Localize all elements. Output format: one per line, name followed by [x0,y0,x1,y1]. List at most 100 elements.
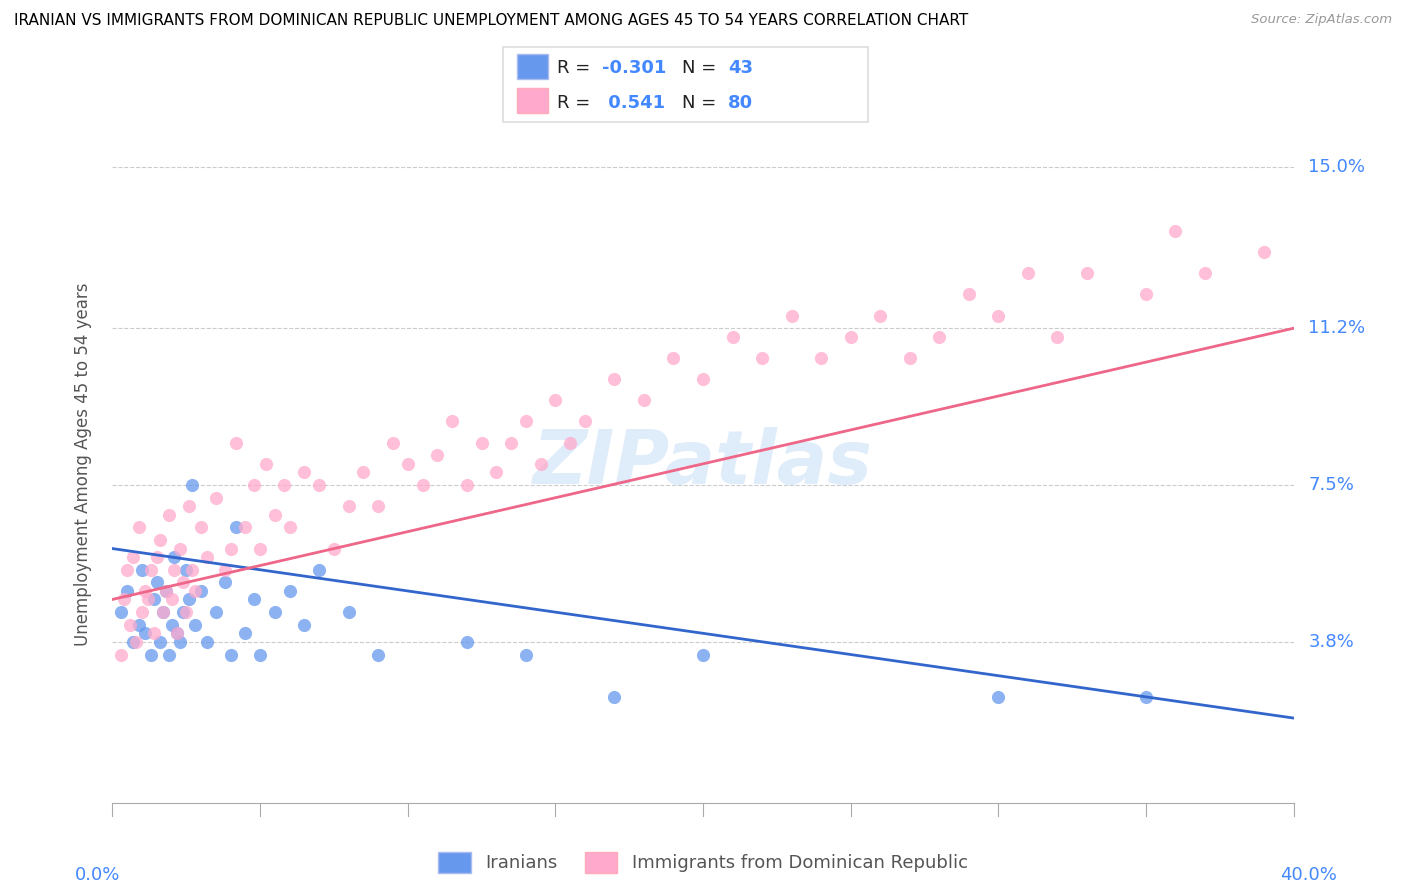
Point [382,435,405,450]
Point [181,563,204,577]
Point [1135,287,1157,301]
Point [1076,266,1098,280]
Point [160,617,183,632]
Point [574,414,596,429]
Text: N =: N = [682,94,721,112]
Text: Source: ZipAtlas.com: Source: ZipAtlas.com [1251,13,1392,27]
Text: 15.0%: 15.0% [1308,158,1365,177]
Point [155,583,177,598]
Point [254,457,277,471]
Point [662,351,685,365]
Point [172,605,194,619]
Point [869,309,891,323]
Text: 80: 80 [728,94,754,112]
Point [603,372,626,386]
Point [308,563,330,577]
Point [1135,690,1157,704]
Point [181,478,204,492]
Text: -0.301: -0.301 [602,60,666,78]
Text: 0.0%: 0.0% [75,866,121,884]
Point [544,393,567,408]
Point [149,635,172,649]
Point [146,575,169,590]
Point [174,563,197,577]
Point [152,605,174,619]
Point [219,541,242,556]
Point [367,648,389,662]
Point [174,605,197,619]
Point [128,617,150,632]
Point [160,592,183,607]
Point [139,648,162,662]
Point [157,508,180,522]
Point [426,449,449,463]
Point [898,351,921,365]
Point [470,435,494,450]
Point [205,605,228,619]
Point [195,549,218,565]
Point [721,330,744,344]
Text: 3.8%: 3.8% [1308,632,1354,651]
Point [529,457,551,471]
Point [780,309,803,323]
Point [120,617,142,632]
Point [412,478,434,492]
Point [501,435,523,450]
Text: N =: N = [682,60,721,78]
Point [125,635,148,649]
Point [278,583,301,598]
Point [184,583,207,598]
Point [131,563,153,577]
Point [110,605,132,619]
Text: 7.5%: 7.5% [1308,476,1354,494]
Point [163,549,186,565]
Point [633,393,655,408]
Point [190,520,212,534]
Text: R =: R = [557,60,596,78]
Text: 0.541: 0.541 [602,94,665,112]
Point [396,457,419,471]
Point [249,541,271,556]
Point [134,626,156,640]
Point [485,466,508,480]
Text: 11.2%: 11.2% [1308,319,1365,337]
Point [214,563,236,577]
Point [337,500,360,514]
Point [456,478,478,492]
Point [441,414,464,429]
Point [136,592,159,607]
Point [179,592,201,607]
Point [169,635,191,649]
Point [233,626,256,640]
Point [987,309,1010,323]
Point [367,500,389,514]
Point [560,435,582,450]
Point [515,648,537,662]
Text: 43: 43 [728,60,754,78]
Point [134,583,156,598]
Point [131,605,153,619]
Text: 40.0%: 40.0% [1279,866,1337,884]
Point [1046,330,1069,344]
Point [515,414,537,429]
Point [117,563,138,577]
Point [456,635,478,649]
Point [184,617,207,632]
Point [146,549,169,565]
Point [225,435,247,450]
Point [292,617,315,632]
Point [352,466,374,480]
Point [264,508,287,522]
Point [166,626,188,640]
Point [1194,266,1216,280]
Point [205,491,228,505]
Point [987,690,1010,704]
Point [243,592,266,607]
Text: IRANIAN VS IMMIGRANTS FROM DOMINICAN REPUBLIC UNEMPLOYMENT AMONG AGES 45 TO 54 Y: IRANIAN VS IMMIGRANTS FROM DOMINICAN REP… [14,13,969,29]
Point [110,648,132,662]
Point [152,605,174,619]
Point [149,533,172,547]
Point [957,287,980,301]
Point [142,592,165,607]
Point [219,648,242,662]
